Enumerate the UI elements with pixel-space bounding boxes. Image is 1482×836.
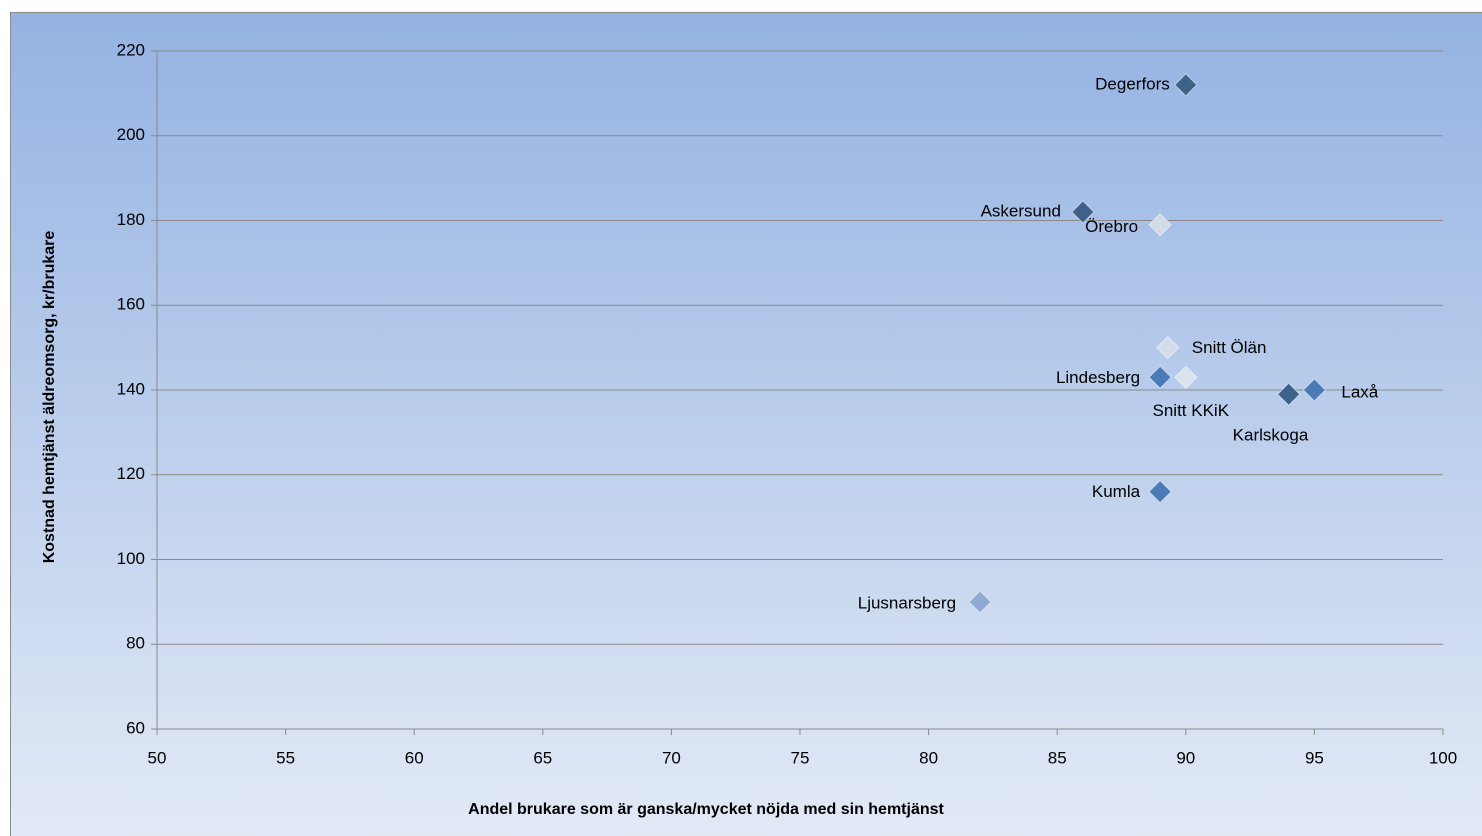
point-label: Kumla — [1092, 482, 1141, 501]
y-tick-label: 140 — [117, 379, 145, 398]
point — [1174, 73, 1198, 97]
x-tick-label: 85 — [1048, 748, 1067, 767]
y-axis-title: Kostnad hemtjänst äldreomsorg, kr/brukar… — [41, 231, 58, 564]
x-tick-label: 60 — [405, 748, 424, 767]
y-tick-label: 160 — [117, 295, 145, 314]
x-tick-label: 70 — [662, 748, 681, 767]
y-tick-label: 120 — [117, 464, 145, 483]
x-tick-label: 50 — [148, 748, 167, 767]
y-tick-label: 80 — [126, 634, 145, 653]
point — [968, 590, 992, 614]
point-label: Snitt Ölän — [1192, 338, 1267, 357]
x-axis-title: Andel brukare som är ganska/mycket nöjda… — [468, 801, 944, 818]
point — [1302, 378, 1327, 402]
x-tick-label: 65 — [533, 748, 552, 767]
point-label: Laxå — [1341, 382, 1378, 401]
point — [1148, 479, 1172, 504]
point-label: Ljusnarsberg — [858, 593, 956, 612]
x-tick-label: 90 — [1176, 748, 1195, 767]
point-label: Karlskoga — [1233, 426, 1309, 445]
point-label: Lindesberg — [1056, 368, 1140, 387]
chart-background — [10, 12, 1482, 836]
point-label: Örebro — [1085, 217, 1138, 236]
x-tick-label: 95 — [1305, 748, 1324, 767]
y-tick-label: 100 — [117, 549, 145, 568]
x-tick-label: 55 — [276, 748, 295, 767]
point — [1071, 200, 1095, 224]
x-tick-label: 100 — [1429, 748, 1457, 767]
point — [1156, 335, 1180, 360]
point-label: Snitt KKiK — [1153, 401, 1230, 420]
point-label: Askersund — [981, 202, 1061, 221]
point — [1148, 365, 1172, 389]
y-tick-label: 200 — [117, 125, 145, 144]
point-label: Degerfors — [1095, 74, 1170, 93]
y-tick-label: 60 — [126, 718, 145, 737]
point — [1174, 365, 1198, 389]
y-tick-label: 180 — [117, 210, 145, 229]
point — [1276, 382, 1301, 406]
x-tick-label: 80 — [919, 748, 938, 767]
point — [1148, 213, 1172, 237]
x-tick-label: 75 — [791, 748, 810, 767]
y-tick-label: 220 — [117, 40, 145, 59]
